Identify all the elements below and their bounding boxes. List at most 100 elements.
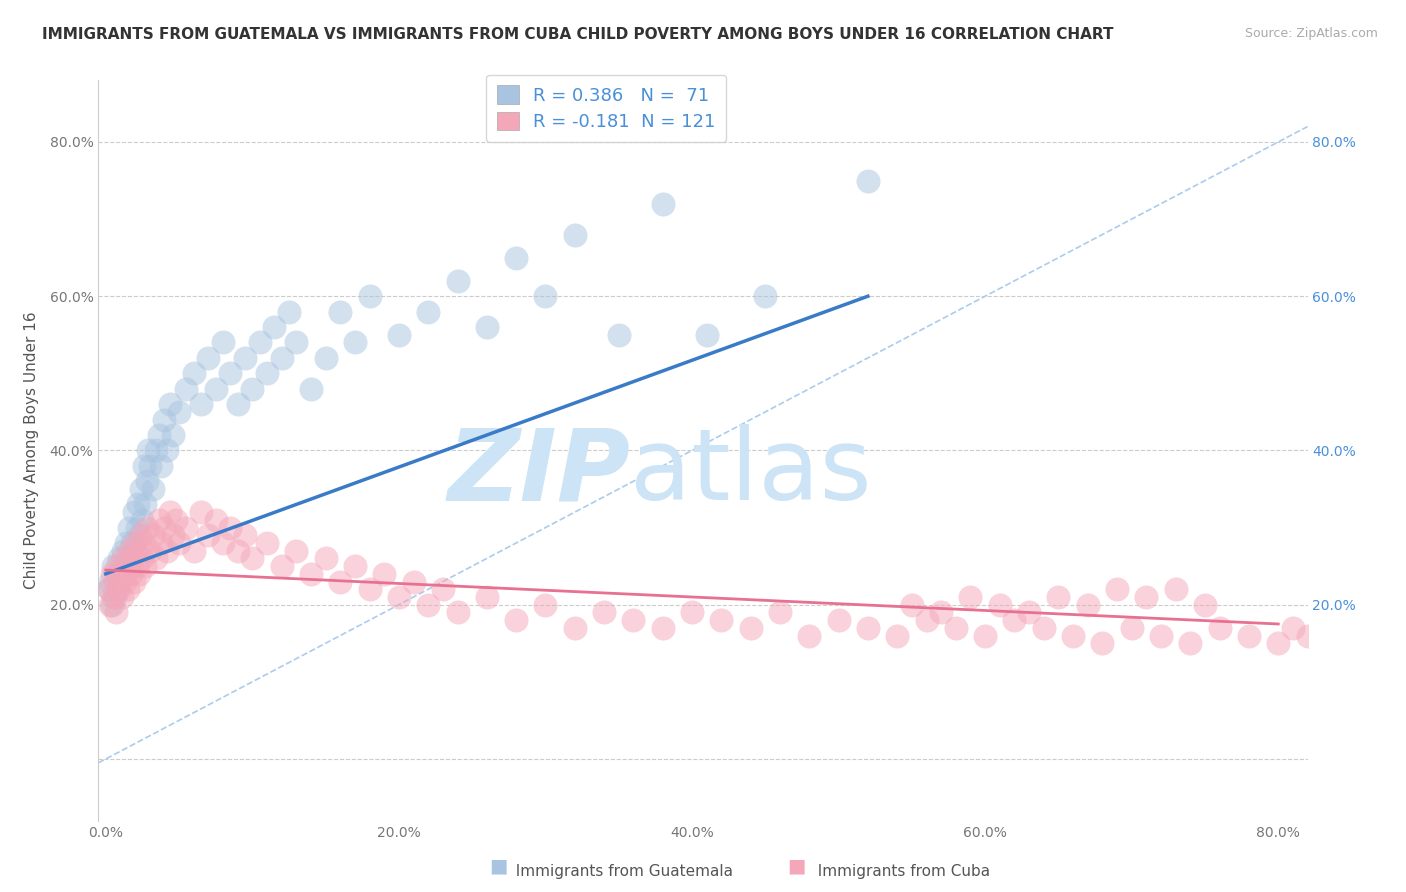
- Point: [118, 543, 141, 558]
- Point: [446, 274, 468, 288]
- Point: [315, 551, 337, 566]
- Point: [710, 613, 733, 627]
- Point: [475, 320, 498, 334]
- Point: [929, 606, 952, 620]
- Point: [1150, 628, 1173, 642]
- Point: [299, 382, 322, 396]
- Point: [128, 566, 150, 581]
- Point: [505, 251, 527, 265]
- Point: [120, 559, 142, 574]
- Point: [112, 543, 135, 558]
- Point: [945, 621, 967, 635]
- Point: [190, 397, 212, 411]
- Point: [125, 520, 148, 534]
- Point: [1326, 628, 1348, 642]
- Point: [475, 590, 498, 604]
- Y-axis label: Child Poverty Among Boys Under 16: Child Poverty Among Boys Under 16: [24, 311, 38, 590]
- Point: [105, 606, 128, 620]
- Text: Source: ZipAtlas.com: Source: ZipAtlas.com: [1244, 27, 1378, 40]
- Point: [98, 574, 121, 589]
- Point: [285, 335, 308, 350]
- Point: [136, 443, 159, 458]
- Point: [127, 543, 149, 558]
- Point: [97, 582, 120, 597]
- Point: [110, 566, 132, 581]
- Point: [769, 606, 792, 620]
- Point: [118, 520, 141, 534]
- Point: [226, 543, 249, 558]
- Point: [135, 475, 157, 489]
- Point: [1018, 606, 1040, 620]
- Point: [114, 566, 136, 581]
- Point: [98, 598, 121, 612]
- Legend: R = 0.386   N =  71, R = -0.181  N = 121: R = 0.386 N = 71, R = -0.181 N = 121: [486, 75, 727, 142]
- Point: [150, 458, 173, 473]
- Point: [121, 551, 143, 566]
- Point: [124, 536, 146, 550]
- Point: [125, 559, 148, 574]
- Point: [1091, 636, 1114, 650]
- Point: [117, 582, 139, 597]
- Text: atlas: atlas: [630, 425, 872, 521]
- Point: [1399, 628, 1406, 642]
- Point: [901, 598, 924, 612]
- Point: [446, 606, 468, 620]
- Point: [183, 367, 205, 381]
- Point: [593, 606, 616, 620]
- Point: [110, 574, 132, 589]
- Point: [112, 551, 135, 566]
- Point: [131, 551, 153, 566]
- Point: [101, 559, 124, 574]
- Point: [127, 498, 149, 512]
- Point: [131, 513, 153, 527]
- Point: [1121, 621, 1143, 635]
- Point: [115, 536, 138, 550]
- Point: [1208, 621, 1230, 635]
- Text: Immigrants from Guatemala: Immigrants from Guatemala: [506, 863, 733, 879]
- Point: [167, 536, 190, 550]
- Point: [124, 543, 146, 558]
- Point: [204, 382, 226, 396]
- Point: [915, 613, 938, 627]
- Point: [135, 520, 157, 534]
- Text: ■: ■: [489, 857, 508, 876]
- Point: [134, 498, 156, 512]
- Point: [1310, 636, 1333, 650]
- Point: [145, 551, 167, 566]
- Point: [1180, 636, 1202, 650]
- Point: [1077, 598, 1099, 612]
- Point: [162, 428, 184, 442]
- Point: [233, 528, 256, 542]
- Point: [97, 582, 120, 597]
- Point: [343, 559, 366, 574]
- Point: [114, 574, 136, 589]
- Point: [329, 574, 352, 589]
- Point: [240, 382, 263, 396]
- Point: [121, 536, 143, 550]
- Point: [681, 606, 703, 620]
- Point: [190, 505, 212, 519]
- Point: [1032, 621, 1054, 635]
- Point: [148, 428, 170, 442]
- Point: [134, 559, 156, 574]
- Point: [827, 613, 849, 627]
- Point: [1385, 636, 1406, 650]
- Point: [219, 520, 242, 534]
- Point: [165, 513, 187, 527]
- Point: [212, 335, 235, 350]
- Point: [278, 304, 301, 318]
- Point: [505, 613, 527, 627]
- Point: [1164, 582, 1187, 597]
- Point: [111, 590, 134, 604]
- Point: [534, 289, 557, 303]
- Point: [329, 304, 352, 318]
- Point: [233, 351, 256, 365]
- Point: [111, 559, 134, 574]
- Point: [117, 551, 139, 566]
- Point: [388, 590, 411, 604]
- Point: [176, 520, 198, 534]
- Point: [1267, 636, 1289, 650]
- Point: [197, 351, 219, 365]
- Point: [959, 590, 981, 604]
- Point: [1135, 590, 1157, 604]
